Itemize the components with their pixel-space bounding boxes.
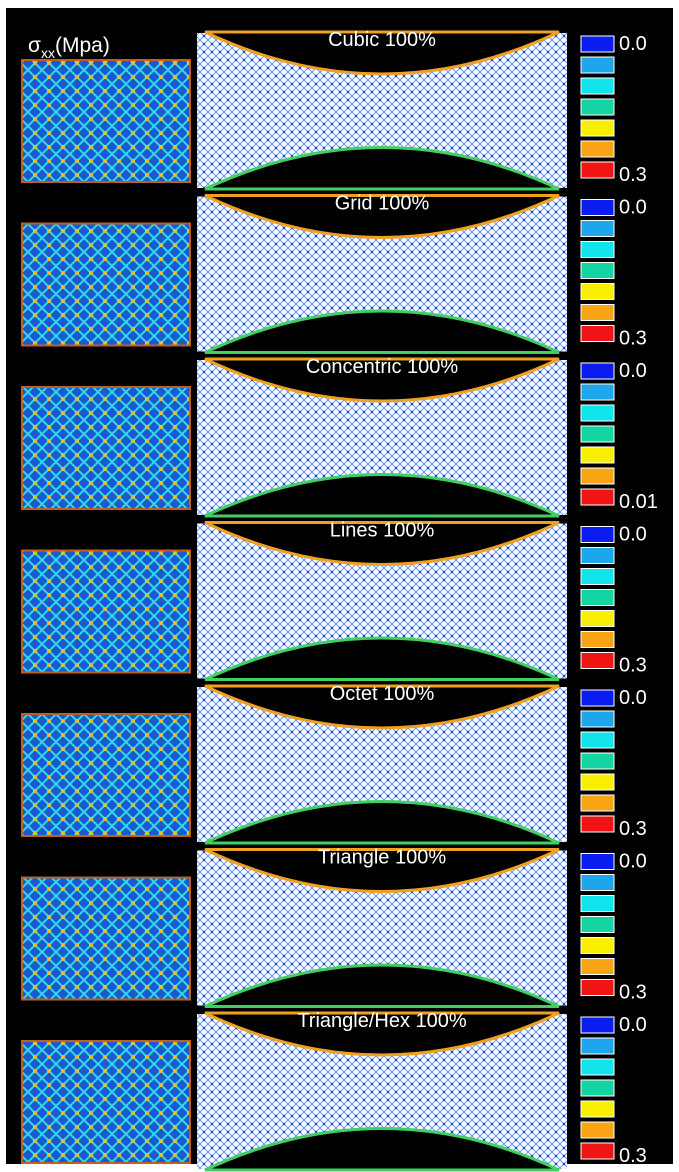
cutout-top: [204, 30, 560, 76]
cutout-top: [204, 521, 560, 566]
panel-title: Cubic 100%: [328, 29, 436, 51]
cutout-top: [204, 1011, 560, 1057]
colorbar-swatch: [580, 526, 615, 543]
thumbnail: [21, 386, 191, 510]
symbol: σ: [28, 34, 41, 57]
colorbar-swatch: [580, 161, 615, 179]
panel-title: Grid 100%: [335, 193, 430, 215]
colorbar-swatch: [580, 220, 615, 237]
colorbar-swatch: [580, 979, 615, 996]
colorbar-swatch: [580, 488, 615, 506]
cutout-top: [204, 194, 560, 239]
cutout-bottom: [204, 309, 560, 354]
thumbnail: [21, 876, 191, 1001]
colorbar-swatch: [580, 404, 615, 422]
panel-title: Triangle 100%: [318, 847, 446, 869]
colorbar-swatch: [580, 383, 615, 401]
scale-min: 0.0: [619, 1014, 647, 1036]
header-label: σxx(Mpa): [28, 34, 110, 61]
scale-min: 0.0: [619, 33, 647, 55]
colorbar-swatch: [580, 119, 615, 137]
colorbar-swatch: [580, 1058, 615, 1076]
scale-max: 0.3: [619, 655, 647, 677]
scale-min: 0.0: [619, 687, 647, 709]
colorbar-swatch: [580, 56, 615, 74]
colorbar-swatch: [580, 652, 615, 669]
colorbar-swatch: [580, 1037, 615, 1055]
colorbar-swatch: [580, 262, 615, 279]
colorbar-swatch: [580, 199, 615, 216]
thumbnail: [21, 59, 191, 183]
panel-title: Triangle/Hex 100%: [297, 1010, 467, 1032]
colorbar-swatch: [580, 304, 615, 321]
scale-max: 0.3: [619, 982, 647, 1004]
colorbar-swatch: [580, 631, 615, 648]
colorbar-swatch: [580, 752, 615, 770]
scale-min: 0.0: [619, 851, 647, 873]
thumbnail: [21, 549, 191, 674]
cutout-top: [204, 848, 560, 893]
panel-title: Octet 100%: [330, 683, 435, 705]
cutout-bottom: [204, 636, 560, 681]
colorbar-swatch: [580, 467, 615, 485]
colorbar-swatch: [580, 1100, 615, 1118]
colorbar-swatch: [580, 1079, 615, 1097]
colorbar-swatch: [580, 589, 615, 606]
thumbnail: [21, 1040, 191, 1164]
scale-min: 0.0: [619, 197, 647, 219]
colorbar-swatch: [580, 35, 615, 53]
subscript: xx: [41, 45, 55, 61]
colorbar-swatch: [580, 610, 615, 627]
cutout-bottom: [204, 800, 560, 845]
colorbar-swatch: [580, 1121, 615, 1139]
colorbar-swatch: [580, 916, 615, 933]
cutout-bottom: [204, 146, 560, 191]
cutout-bottom: [204, 473, 560, 518]
colorbar-swatch: [580, 140, 615, 158]
scale-max: 0.3: [619, 818, 647, 840]
scale-min: 0.0: [619, 524, 647, 546]
colorbar-swatch: [580, 77, 615, 95]
cutout-top: [204, 357, 560, 403]
colorbar-swatch: [580, 283, 615, 300]
colorbar-swatch: [580, 958, 615, 975]
colorbar-swatch: [580, 547, 615, 564]
colorbar-swatch: [580, 874, 615, 891]
scale-min: 0.0: [619, 360, 647, 382]
scale-max: 0.3: [619, 328, 647, 350]
panel-title: Lines 100%: [330, 520, 435, 542]
unit: (Mpa): [55, 34, 110, 57]
scale-max: 0.3: [619, 1145, 647, 1167]
colorbar-swatch: [580, 689, 615, 707]
colorbar-swatch: [580, 773, 615, 791]
colorbar-swatch: [580, 815, 615, 833]
colorbar-swatch: [580, 241, 615, 258]
colorbar-swatch: [580, 895, 615, 912]
colorbar-swatch: [580, 853, 615, 870]
colorbar-swatch: [580, 446, 615, 464]
colorbar-swatch: [580, 1016, 615, 1034]
panel-title: Concentric 100%: [306, 356, 459, 378]
colorbar-swatch: [580, 325, 615, 342]
cutout-bottom: [204, 963, 560, 1008]
colorbar-swatch: [580, 568, 615, 585]
scale-max: 0.3: [619, 164, 647, 186]
colorbar-swatch: [580, 425, 615, 443]
colorbar-swatch: [580, 731, 615, 749]
thumbnail: [21, 222, 191, 347]
cutout-bottom: [204, 1127, 560, 1172]
colorbar-swatch: [580, 362, 615, 380]
colorbar-swatch: [580, 794, 615, 812]
colorbar-swatch: [580, 710, 615, 728]
cutout-top: [204, 684, 560, 730]
colorbar-swatch: [580, 1142, 615, 1160]
colorbar-swatch: [580, 937, 615, 954]
colorbar-swatch: [580, 98, 615, 116]
thumbnail: [21, 713, 191, 837]
scale-max: 0.01: [619, 491, 658, 513]
